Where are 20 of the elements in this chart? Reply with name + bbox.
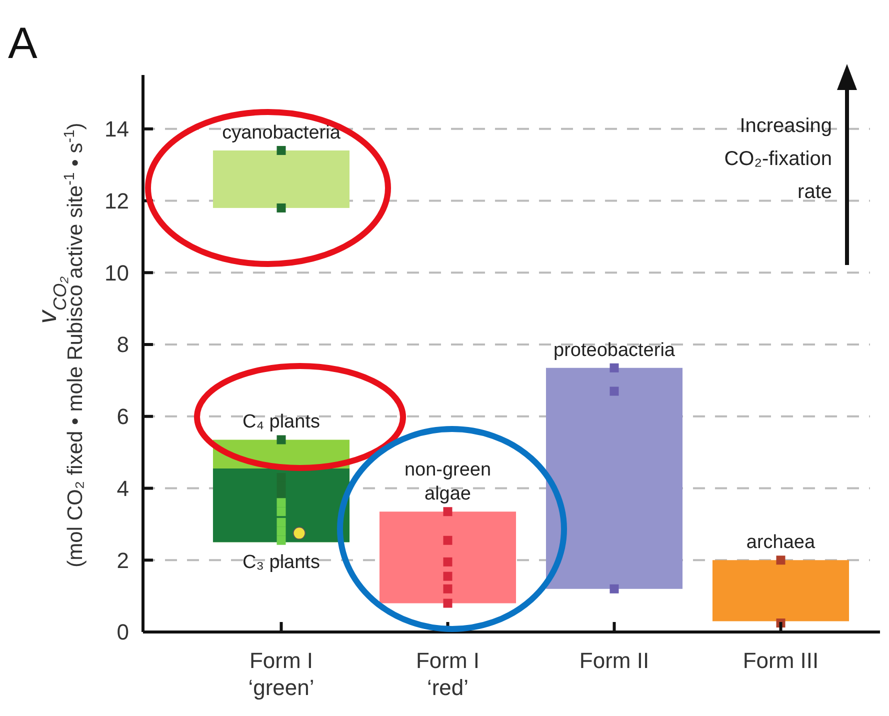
x-tick-label: Form III: [742, 648, 819, 673]
y-tick-label: 4: [116, 476, 129, 501]
series-label: proteobacteria: [554, 340, 676, 361]
y-tick-label: 0: [116, 620, 129, 645]
y-tick-label: 10: [104, 260, 129, 286]
y-tick-label: 2: [116, 548, 129, 573]
x-tick-label: Form I ‘green’: [248, 648, 314, 700]
series-label: cyanobacteria: [222, 122, 341, 144]
series-label: C₃ plants: [242, 552, 320, 574]
y-tick-label: 14: [104, 116, 129, 142]
series-label: C₄ plants: [242, 412, 320, 433]
annotation: Increasing CO₂-fixation rate: [724, 115, 832, 203]
chart-title: A: [8, 19, 38, 68]
y-tick-label: 8: [116, 332, 129, 358]
series-label: archaea: [746, 532, 816, 554]
y-tick-label: 6: [116, 404, 129, 430]
y-tick-label: 12: [104, 188, 129, 214]
x-tick-label: Form I ‘red’: [416, 648, 480, 700]
x-tick-label: Form II: [579, 648, 650, 673]
series-label: non-green algae: [404, 460, 492, 505]
